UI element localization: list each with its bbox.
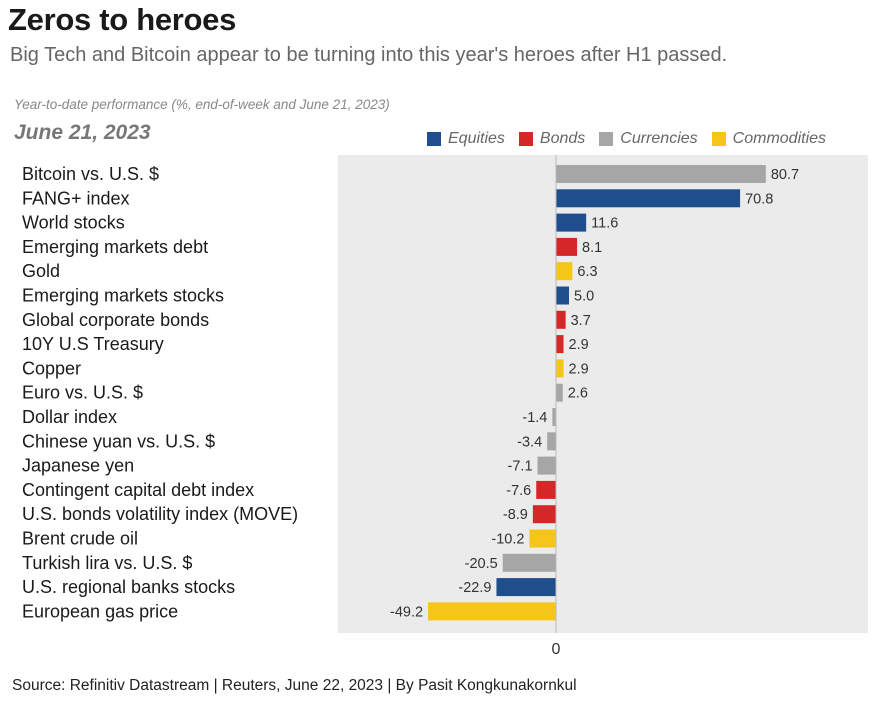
- bar-turkish-lira-vs-u-s: [502, 553, 556, 572]
- bar-contingent-capital-debt-index: [536, 480, 556, 499]
- legend: Equities Bonds Currencies Commodities: [427, 130, 826, 148]
- legend-swatch-currencies: [599, 132, 614, 146]
- bar-10y-u-s-treasury: [556, 335, 564, 354]
- bar-global-corporate-bonds: [556, 310, 566, 329]
- category-label: FANG+ index: [22, 188, 130, 208]
- value-label: -3.4: [517, 434, 542, 450]
- value-label: 11.6: [591, 216, 618, 232]
- bar-european-gas-price: [428, 602, 556, 621]
- legend-label-commodities: Commodities: [732, 130, 827, 147]
- value-label: 6.3: [577, 264, 597, 280]
- source-note: Source: Refinitiv Datastream | Reuters, …: [12, 677, 577, 694]
- bar-euro-vs-u-s: [556, 383, 563, 402]
- legend-label-equities: Equities: [448, 130, 505, 147]
- legend-item-bonds: Bonds: [518, 130, 586, 148]
- legend-label-bonds: Bonds: [539, 130, 586, 147]
- date-label: June 21, 2023: [14, 121, 151, 144]
- bar-chinese-yuan-vs-u-s: [547, 432, 556, 451]
- category-label: World stocks: [22, 213, 125, 233]
- legend-swatch-equities: [427, 132, 441, 146]
- category-label: Euro vs. U.S. $: [22, 383, 143, 403]
- bar-bitcoin-vs-u-s: [556, 165, 766, 183]
- category-label: Brent crude oil: [22, 529, 138, 549]
- bar-u-s-regional-banks-stocks: [496, 578, 556, 597]
- category-label: European gas price: [22, 601, 178, 621]
- bar-copper: [556, 359, 564, 378]
- legend-item-commodities: Commodities: [711, 130, 827, 148]
- value-label: -22.9: [458, 580, 491, 596]
- bar-emerging-markets-stocks: [556, 286, 569, 305]
- legend-item-equities: Equities: [427, 130, 505, 148]
- legend-item-currencies: Currencies: [599, 130, 698, 148]
- bar-world-stocks: [556, 213, 587, 232]
- value-label: 5.0: [574, 289, 594, 305]
- value-label: 3.7: [571, 313, 591, 329]
- category-label: Emerging markets debt: [22, 237, 208, 257]
- value-label: -20.5: [465, 556, 498, 572]
- value-label: -7.6: [506, 483, 531, 499]
- category-label: U.S. regional banks stocks: [22, 577, 235, 597]
- x-tick-label: 0: [552, 641, 561, 658]
- category-label: Bitcoin vs. U.S. $: [22, 164, 159, 184]
- value-label: -7.1: [508, 459, 533, 475]
- legend-label-currencies: Currencies: [620, 130, 698, 147]
- plot-background: [338, 155, 868, 633]
- category-label: Gold: [22, 261, 60, 281]
- category-label: Emerging markets stocks: [22, 286, 224, 306]
- bar-dollar-index: [552, 408, 556, 426]
- bar-fang-index: [556, 189, 741, 208]
- category-label: U.S. bonds volatility index (MOVE): [22, 504, 298, 524]
- category-label: Chinese yuan vs. U.S. $: [22, 431, 215, 451]
- category-label: Japanese yen: [22, 456, 134, 476]
- bar-emerging-markets-debt: [556, 237, 578, 256]
- value-label: -8.9: [503, 507, 528, 523]
- category-label: Copper: [22, 358, 81, 378]
- value-label: 2.9: [569, 361, 589, 377]
- bar-brent-crude-oil: [529, 529, 556, 548]
- category-label: Contingent capital debt index: [22, 480, 254, 500]
- bar-gold: [556, 262, 573, 281]
- chart-subtitle: Big Tech and Bitcoin appear to be turnin…: [10, 44, 728, 66]
- chart-note: Year-to-date performance (%, end-of-week…: [14, 97, 390, 112]
- value-label: 2.9: [569, 337, 589, 353]
- value-label: 70.8: [745, 191, 773, 207]
- value-label: 80.7: [771, 167, 799, 183]
- value-label: -1.4: [522, 410, 547, 426]
- legend-swatch-commodities: [711, 132, 726, 146]
- value-label: 8.1: [582, 240, 602, 256]
- category-label: Turkish lira vs. U.S. $: [22, 553, 192, 573]
- chart-title: Zeros to heroes: [8, 2, 237, 37]
- category-label: Dollar index: [22, 407, 117, 427]
- bar-u-s-bonds-volatility-index-move: [532, 505, 556, 524]
- value-label: 2.6: [568, 386, 588, 402]
- category-label: Global corporate bonds: [22, 310, 209, 330]
- value-label: -10.2: [491, 532, 524, 548]
- legend-swatch-bonds: [518, 132, 533, 146]
- bar-japanese-yen: [537, 456, 556, 475]
- value-label: -49.2: [390, 604, 423, 620]
- category-label: 10Y U.S Treasury: [22, 334, 164, 354]
